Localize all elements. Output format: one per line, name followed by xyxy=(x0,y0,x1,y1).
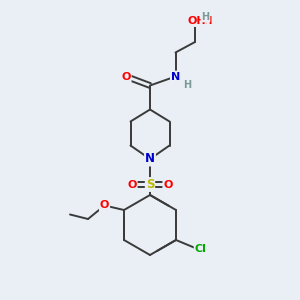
Text: O: O xyxy=(127,179,137,190)
Text: S: S xyxy=(146,178,154,191)
Text: N: N xyxy=(171,71,180,82)
Text: OH: OH xyxy=(195,16,212,26)
Text: H: H xyxy=(201,11,210,22)
Text: Cl: Cl xyxy=(195,244,206,254)
Text: O: O xyxy=(163,179,173,190)
Text: N: N xyxy=(145,152,155,166)
Text: H: H xyxy=(183,80,192,91)
Text: OH: OH xyxy=(187,16,206,26)
Text: O: O xyxy=(121,71,131,82)
Text: O: O xyxy=(100,200,109,211)
